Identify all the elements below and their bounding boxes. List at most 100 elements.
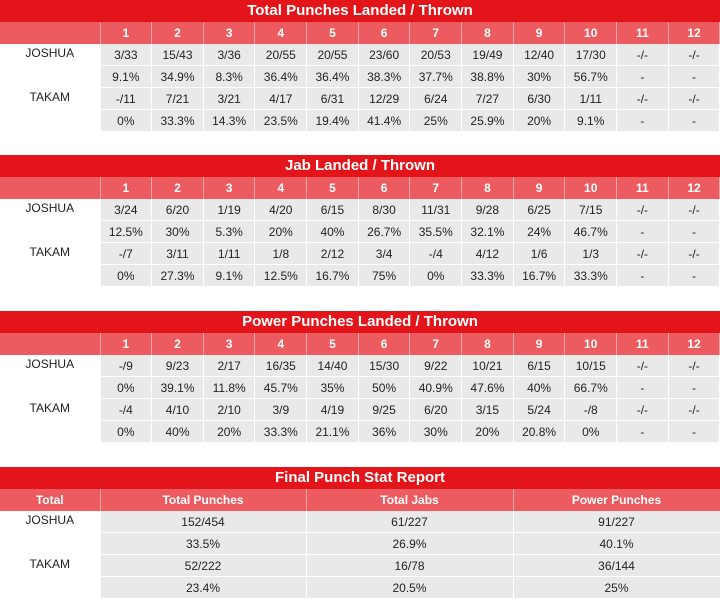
stat-cell: 4/19: [306, 398, 359, 421]
stat-cell: 1/6: [513, 242, 566, 265]
stat-cell: 6/31: [306, 87, 359, 110]
stat-cell: 3/11: [151, 242, 204, 265]
pct-cell: 38.8%: [461, 65, 514, 88]
stat-cell: 20/55: [254, 44, 308, 66]
final-pct-cell: 33.5%: [100, 532, 307, 555]
pct-cell: 40.9%: [409, 376, 463, 399]
pct-cell: -: [616, 220, 669, 243]
stat-cell: -/-: [616, 355, 669, 377]
pct-cell: 12.5%: [100, 220, 153, 243]
pct-cell: 25.9%: [461, 109, 514, 132]
takam-landed-row: TAKAM -/4 4/10 2/10 3/9 4/19 9/25 6/20 3…: [0, 398, 720, 443]
pct-cell: 30%: [513, 65, 566, 88]
pct-cell: 24%: [513, 220, 566, 243]
round-header: 4: [254, 177, 308, 199]
stat-cell: -/-: [668, 199, 720, 221]
fighter-name: TAKAM: [0, 242, 101, 287]
stat-cell: -/-: [616, 199, 669, 221]
final-stat-cell: 91/227: [513, 511, 720, 533]
final-header: Total: [0, 489, 101, 511]
final-stat-cell: 152/454: [100, 511, 307, 533]
round-header: 1: [100, 333, 153, 355]
stat-cell: -/-: [668, 44, 720, 66]
pct-cell: 0%: [564, 420, 618, 443]
pct-cell: 36.4%: [254, 65, 308, 88]
pct-cell: 23.5%: [254, 109, 308, 132]
final-header-row: Total Total Punches Total Jabs Power Pun…: [0, 489, 720, 511]
final-report-section: Final Punch Stat Report Total Total Punc…: [0, 467, 720, 599]
takam-pct-row: 0% 40% 20% 33.3% 21.1% 36% 30% 20% 20.8%…: [0, 420, 720, 443]
fighter-name: JOSHUA: [0, 44, 101, 88]
round-header: 8: [461, 22, 514, 44]
round-header: 6: [358, 177, 411, 199]
stat-cell: -/-: [616, 87, 669, 110]
round-header: 5: [306, 22, 359, 44]
final-report-table: Total Total Punches Total Jabs Power Pun…: [0, 489, 720, 599]
pct-cell: 33.3%: [461, 264, 514, 287]
stat-cell: 7/21: [151, 87, 204, 110]
stat-cell: 10/15: [564, 355, 618, 377]
total-punches-section: Total Punches Landed / Thrown 1 2 3 4 5 …: [0, 0, 720, 132]
pct-cell: -: [616, 264, 669, 287]
pct-cell: 35.5%: [409, 220, 463, 243]
pct-cell: 38.3%: [358, 65, 411, 88]
final-stat-cell: 36/144: [513, 554, 720, 577]
takam-landed-row: TAKAM -/7 3/11 1/11 1/8 2/12 3/4 -/4 4/1…: [0, 242, 720, 287]
final-header: Total Punches: [100, 489, 307, 511]
stat-cell: -/-: [668, 355, 720, 377]
stat-cell: 15/43: [151, 44, 204, 66]
final-stat-cell: 16/78: [306, 554, 514, 577]
pct-cell: 37.7%: [409, 65, 463, 88]
total-punches-table: 1 2 3 4 5 6 7 8 9 10 11 12 JOSHUA 3/33 1…: [0, 22, 720, 132]
pct-cell: -: [668, 65, 720, 88]
stat-cell: 6/20: [409, 398, 463, 421]
pct-cell: 0%: [100, 420, 153, 443]
round-header: 9: [513, 333, 566, 355]
pct-cell: 20%: [254, 220, 308, 243]
section-title: Total Punches Landed / Thrown: [0, 0, 720, 22]
pct-cell: 32.1%: [461, 220, 514, 243]
stat-cell: -/-: [616, 242, 669, 265]
pct-cell: 36.4%: [306, 65, 359, 88]
round-header: 3: [203, 177, 256, 199]
pct-cell: 20.8%: [513, 420, 566, 443]
pct-cell: 8.3%: [203, 65, 256, 88]
rounds-header-row: 1 2 3 4 5 6 7 8 9 10 11 12: [0, 177, 720, 199]
final-stat-cell: 52/222: [100, 554, 307, 577]
stat-cell: 9/28: [461, 199, 514, 221]
takam-final-pct-row: 23.4% 20.5% 25%: [0, 576, 720, 599]
joshua-final-landed-row: JOSHUA 152/454 61/227 91/227: [0, 511, 720, 555]
round-header: 10: [564, 333, 618, 355]
round-header: 11: [616, 22, 669, 44]
stat-cell: 20/55: [306, 44, 359, 66]
pct-cell: 33.3%: [564, 264, 618, 287]
pct-cell: 40%: [151, 420, 204, 443]
pct-cell: 27.3%: [151, 264, 204, 287]
pct-cell: 20%: [203, 420, 256, 443]
stat-cell: 3/21: [203, 87, 256, 110]
round-header: 9: [513, 22, 566, 44]
stat-cell: -/9: [100, 355, 153, 377]
stat-cell: 6/24: [409, 87, 463, 110]
pct-cell: 41.4%: [358, 109, 411, 132]
pct-cell: -: [616, 65, 669, 88]
stat-cell: -/-: [668, 87, 720, 110]
round-header: 11: [616, 333, 669, 355]
pct-cell: 46.7%: [564, 220, 618, 243]
pct-cell: 56.7%: [564, 65, 618, 88]
pct-cell: 75%: [358, 264, 411, 287]
round-header: 7: [409, 333, 463, 355]
pct-cell: -: [668, 264, 720, 287]
fighter-name: JOSHUA: [0, 355, 101, 399]
stat-cell: 4/10: [151, 398, 204, 421]
stat-cell: 1/11: [203, 242, 256, 265]
pct-cell: 16.7%: [513, 264, 566, 287]
final-header: Power Punches: [513, 489, 720, 511]
fighter-name: TAKAM: [0, 398, 101, 443]
final-pct-cell: 40.1%: [513, 532, 720, 555]
rounds-header-row: 1 2 3 4 5 6 7 8 9 10 11 12: [0, 22, 720, 44]
final-pct-cell: 25%: [513, 576, 720, 599]
pct-cell: 30%: [151, 220, 204, 243]
stat-cell: 2/10: [203, 398, 256, 421]
fighter-name: JOSHUA: [0, 199, 101, 243]
